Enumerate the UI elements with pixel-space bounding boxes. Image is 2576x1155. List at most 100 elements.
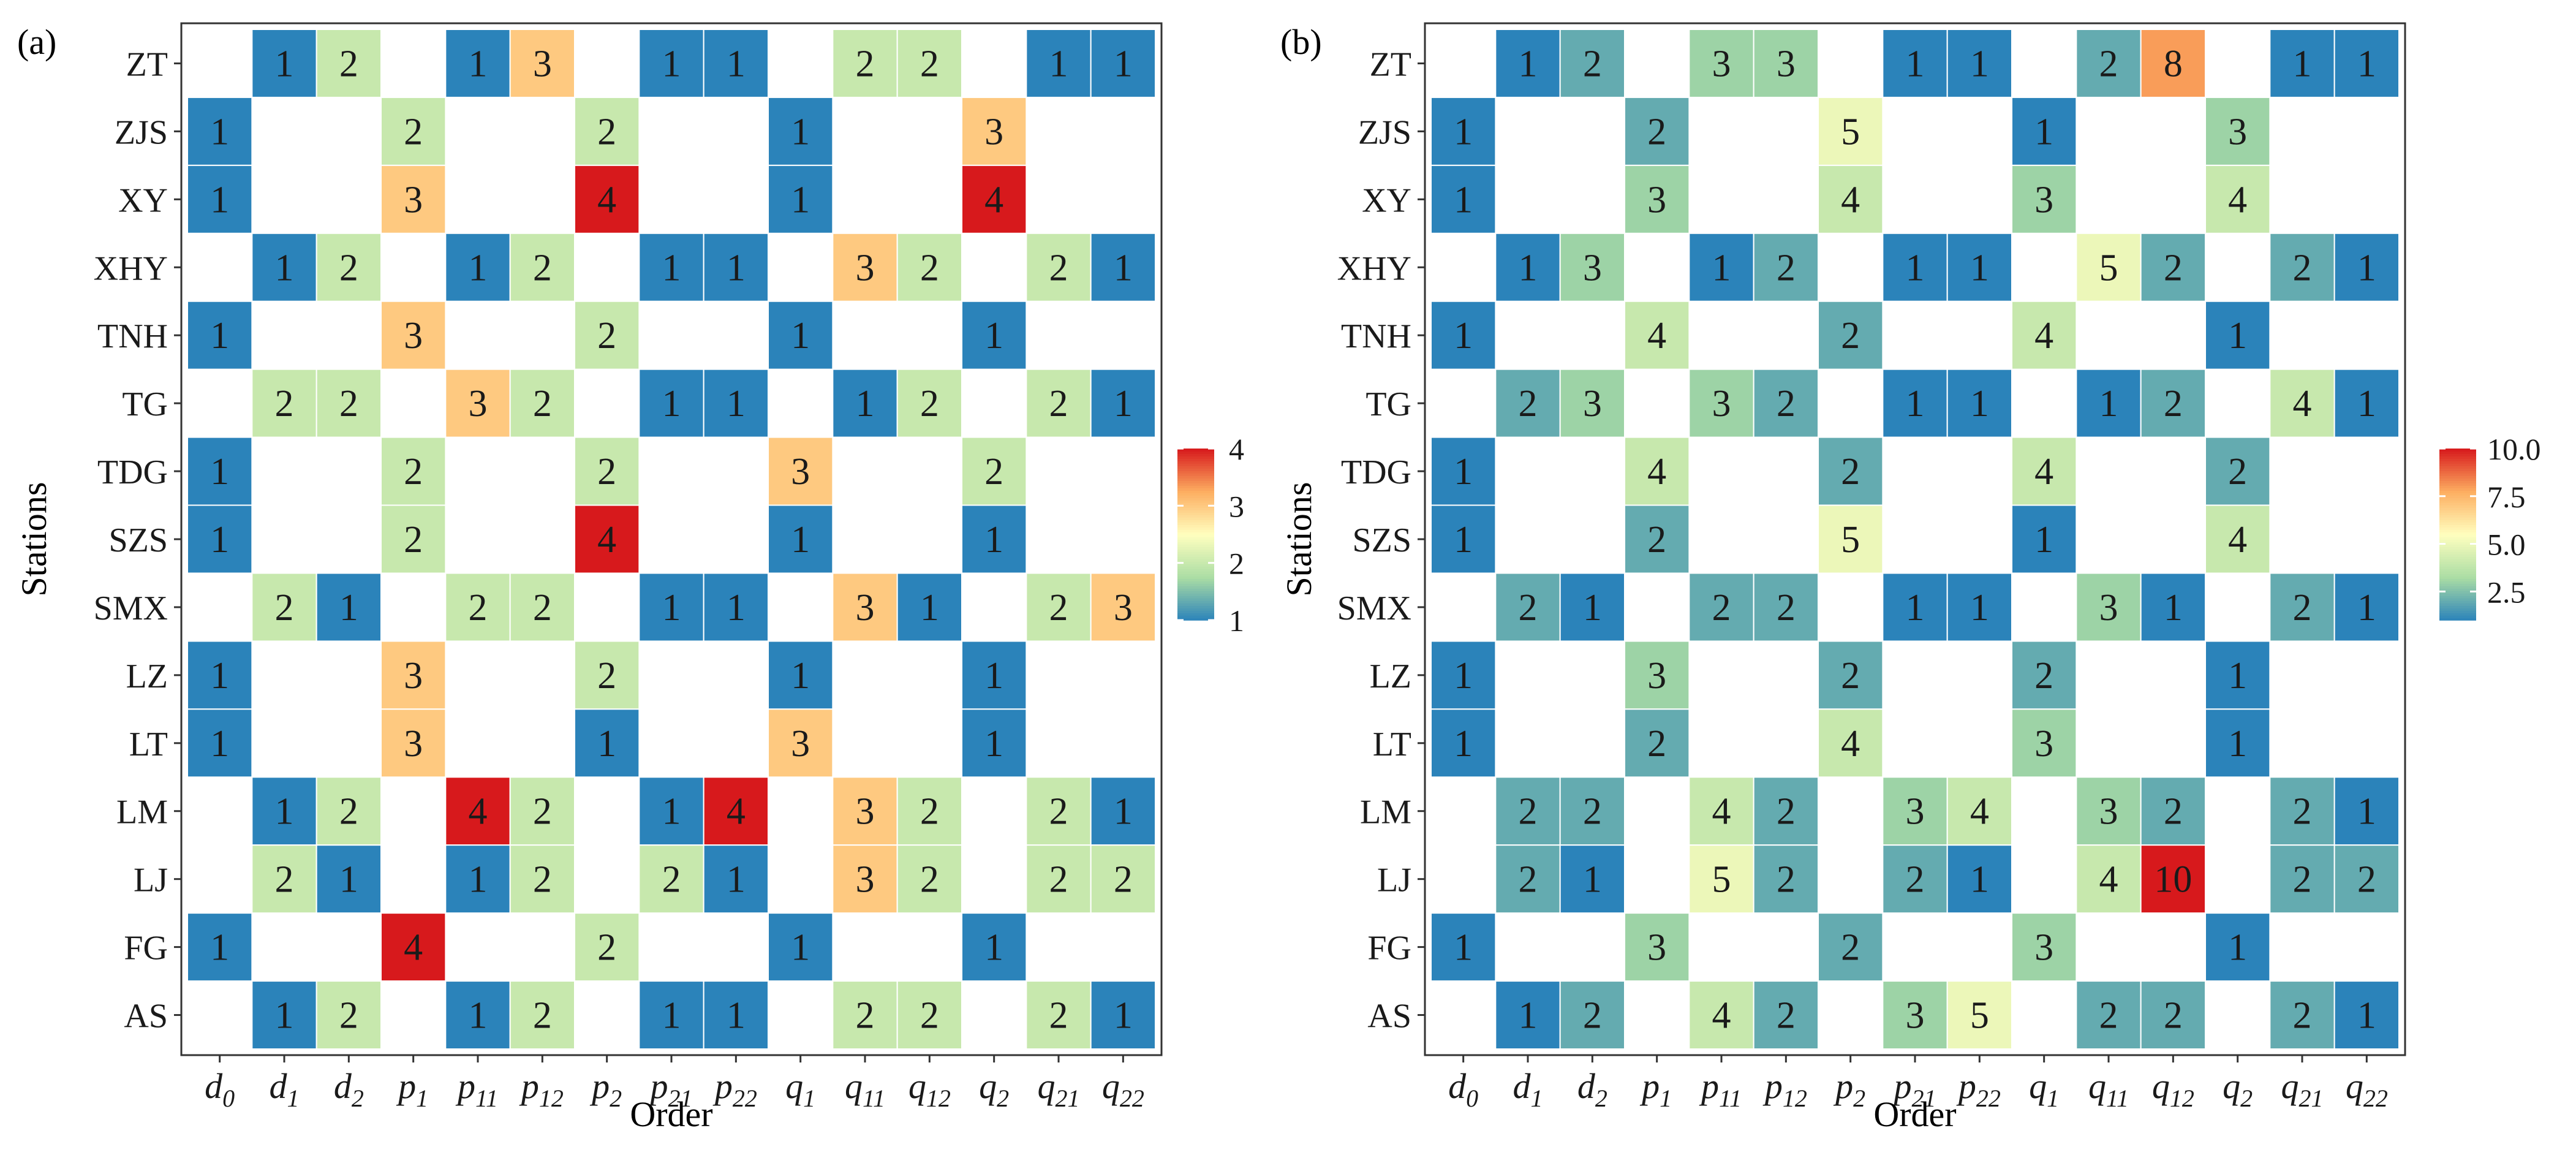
colorbar-segment (2439, 488, 2476, 491)
heatmap-cell (1430, 164, 1497, 234)
cell-value-label: 2 (404, 451, 423, 493)
x-tick-label: q22 (2346, 1066, 2388, 1112)
cell-value-label: 3 (791, 451, 810, 493)
x-tick-label-subscript: 11 (2106, 1085, 2129, 1112)
heatmap-cell (2333, 29, 2400, 98)
heatmap-cell (1882, 29, 1948, 98)
cell-value-label: 1 (275, 43, 294, 85)
colorbar-segment (2439, 605, 2476, 608)
heatmap-cell (1559, 368, 1626, 438)
colorbar-segment (1177, 551, 1214, 555)
cell-value-label: 1 (275, 791, 294, 833)
colorbar-segment (1177, 517, 1214, 520)
y-tick-label: TDG (1341, 453, 1411, 491)
x-tick-label-base: q (2346, 1066, 2363, 1106)
cell-value-label: 1 (727, 247, 746, 289)
colorbar-segment (1177, 529, 1214, 532)
cell-value-label: 1 (1583, 859, 1602, 901)
heatmap-cell (251, 844, 317, 914)
x-tick-label-base: d (1513, 1066, 1532, 1106)
x-tick-label: q2 (2223, 1066, 2253, 1112)
x-tick-label-subscript: 2 (610, 1085, 622, 1112)
heatmap-cell (2333, 844, 2400, 914)
y-axis-title: Stations (14, 482, 54, 597)
cell-value-label: 1 (984, 927, 1003, 969)
heatmap-cell (509, 776, 576, 846)
colorbar-segment (2439, 610, 2476, 613)
colorbar-segment (2439, 544, 2476, 547)
cell-value-label: 2 (2293, 791, 2312, 833)
heatmap-cell (2269, 980, 2335, 1050)
panel-a: (a)1 2 1 3 1 1 2 2 1 11 2 2 1 31 3 4 1 41 2 1 2 1 1 3 2 2 11 3 2 1 12 2… (14, 22, 1244, 1134)
heatmap-cell (2011, 504, 2077, 574)
cell-value-label: 1 (2357, 247, 2376, 289)
heatmap-cell (1090, 980, 1156, 1050)
colorbar-segment (1177, 463, 1214, 466)
cell-value-label: 3 (2228, 111, 2247, 153)
heatmap-cell (187, 640, 253, 710)
colorbar-segment (2439, 600, 2476, 604)
cell-value-label: 1 (727, 995, 746, 1037)
y-tick-label: SZS (109, 521, 168, 559)
cell-value-label: 1 (2164, 587, 2183, 629)
cell-value-label: 2 (339, 383, 358, 425)
colorbar-segment (1177, 554, 1214, 557)
colorbar-segment (2439, 576, 2476, 579)
colorbar-segment (1177, 488, 1214, 491)
heatmap-cell (1430, 708, 1497, 778)
heatmap-cell (1753, 844, 1819, 914)
x-tick-label-base: p (519, 1066, 539, 1106)
heatmap-cell (445, 844, 511, 914)
heatmap-cell (1090, 368, 1156, 438)
colorbar-segment (1177, 500, 1214, 503)
colorbar-segment (2439, 608, 2476, 611)
cell-value-label: 4 (1712, 995, 1731, 1037)
cell-value-label: 1 (1970, 247, 1989, 289)
x-tick-label-subscript: 2 (352, 1085, 364, 1112)
x-tick-label-base: p (455, 1066, 475, 1106)
heatmap-cell (1882, 232, 1948, 302)
cell-value-label: 1 (662, 995, 681, 1037)
heatmap-cell (2140, 844, 2207, 914)
cell-value-label: 2 (1647, 519, 1666, 561)
cell-value-label: 1 (2228, 655, 2247, 697)
cell-value-label: 3 (1647, 179, 1666, 221)
cell-value-label: 2 (533, 995, 552, 1037)
cell-value-label: 1 (2034, 111, 2053, 153)
cell-value-label: 2 (339, 791, 358, 833)
cell-value-label: 3 (2034, 927, 2053, 969)
colorbar-segment (1177, 522, 1214, 525)
cell-value-label: 3 (1114, 587, 1133, 629)
heatmap-cell (1818, 300, 1884, 370)
cell-value-label: 1 (210, 315, 229, 357)
cell-value-label: 2 (856, 995, 875, 1037)
x-tick-label-subscript: 1 (287, 1085, 300, 1112)
colorbar-segment (2439, 463, 2476, 466)
y-tick-label: LZ (1370, 657, 1411, 695)
heatmap-cell (187, 912, 253, 982)
heatmap-cell (703, 776, 769, 846)
cell-value-label: 1 (469, 995, 488, 1037)
cell-value-label: 1 (727, 859, 746, 901)
cell-value-label: 2 (2228, 451, 2247, 493)
cell-value-label: 1 (1454, 111, 1473, 153)
colorbar-segment (2439, 456, 2476, 459)
cell-value-label: 1 (2357, 791, 2376, 833)
cell-value-label: 3 (469, 383, 488, 425)
x-tick-label-subscript: 1 (1660, 1085, 1672, 1112)
colorbar-segment (2439, 529, 2476, 532)
cell-value-label: 1 (1906, 383, 1925, 425)
colorbar-segment (1177, 466, 1214, 469)
colorbar-segment (2439, 524, 2476, 528)
cell-value-label: 1 (1049, 43, 1068, 85)
cell-value-label: 3 (1777, 43, 1796, 85)
cell-value-label: 3 (404, 723, 423, 765)
colorbar-segment (1177, 471, 1214, 474)
cell-value-label: 2 (920, 247, 939, 289)
cell-value-label: 2 (1841, 315, 1860, 357)
heatmap-cell (574, 300, 640, 370)
cell-value-label: 4 (1841, 723, 1860, 765)
cell-value-label: 3 (856, 247, 875, 289)
x-tick-label-base: d (270, 1066, 288, 1106)
y-tick-label: TDG (97, 453, 168, 491)
